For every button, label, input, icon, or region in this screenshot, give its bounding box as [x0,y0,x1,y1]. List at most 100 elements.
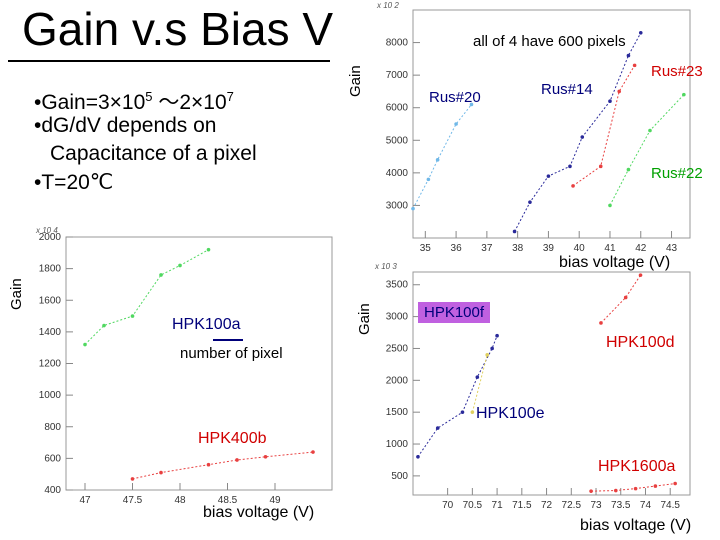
bullet-temperature: •T=20℃ [34,171,114,194]
data-point-hpk100f [470,410,475,414]
bullet-dgdv-prefix: •d [34,114,54,137]
label-rus23: Rus#23 [651,63,703,80]
gain-axis-label-bottom-left: Gain [8,278,25,310]
data-point-rus22 [626,167,631,172]
data-point-rus23 [617,89,622,94]
x-tick-label: 36 [451,243,463,254]
data-point-rus23 [598,164,603,169]
bullet-gain-base: •Gain=3×10 [34,91,146,114]
axis-multiplier: x 10 3 [374,262,397,271]
axis-multiplier: x 10 2 [376,1,399,10]
x-tick-label: 73.5 [611,500,631,511]
data-point-hpk1600a [653,484,658,488]
x-tick-label: 39 [543,243,555,254]
data-point-rus20 [454,122,458,126]
data-point-hpk400b [235,458,239,462]
data-point-hpk100e [460,410,465,414]
data-point-hpk100a [178,263,182,268]
x-tick-label: 47 [79,495,91,506]
title-underline [8,60,330,62]
data-point-hpk100a [130,314,135,318]
x-tick-label: 72.5 [562,500,582,511]
y-tick-label: 1500 [386,407,409,418]
label-rus14: Rus#14 [541,81,593,98]
label-rus20: Rus#20 [429,89,481,106]
x-axis-label-bottom-left: bias voltage (V) [203,504,315,521]
bullet-gain-exp1: 5 [145,89,153,104]
data-point-hpk400b [130,477,135,481]
data-point-hpk100a [83,342,87,347]
data-point-hpk100f [485,353,489,357]
bullet-gain-range: •Gain=3×105 ～2×107 [34,86,234,116]
data-point-hpk100e [435,426,440,430]
y-tick-label: 5000 [386,135,409,146]
label-hpk100d: HPK100d [606,334,675,351]
x-tick-label: 48 [174,495,186,506]
y-tick-label: 1600 [39,295,62,306]
bullet-gain-mid: ～2×10 [152,91,227,114]
x-tick-label: 71.5 [512,500,532,511]
bullet-capacitance: Capacitance of a pixel [50,142,257,165]
series-line-hpk100a [84,249,209,345]
y-tick-label: 600 [44,453,61,464]
label-number-of-pixel: number of pixel [180,345,283,362]
x-axis-label-bottom-right: bias voltage (V) [580,517,692,534]
plot-frame [65,236,333,491]
y-tick-label: 1200 [39,359,62,370]
data-point-hpk1600a [633,486,638,491]
y-tick-label: 2500 [386,343,409,354]
x-tick-label: 38 [512,243,524,254]
x-tick-label: 43 [666,243,678,254]
data-point-hpk100e [416,454,420,459]
x-tick-label: 72 [541,500,553,511]
legend-line-sample [213,339,243,341]
data-point-rus14 [626,53,631,58]
x-tick-label: 74.5 [660,500,680,511]
bullet-dgdv-tail: G/dV depends on [53,114,217,137]
y-tick-label: 3000 [386,312,409,323]
chart-gain-vs-bias-hpk-d-e-f: 500 1000 1500 2000 2500 3000 3500 70 70.5 71 71.5 7… [374,262,691,511]
data-point-hpk100e [475,375,480,379]
plot-frame [412,9,691,239]
data-point-hpk100d [623,295,628,300]
data-point-rus23 [632,63,637,68]
data-point-hpk400b [206,462,211,467]
data-point-hpk1600a [614,488,618,493]
data-point-rus14 [608,99,612,103]
chart-gain-vs-bias-rus: 3000 4000 5000 6000 7000 8000 35 36 37 38 39 40 41 42… [376,1,691,254]
axis-multiplier: x 10 4 [35,226,58,235]
series-line-rus14 [514,32,642,232]
y-tick-label: 3000 [386,200,409,211]
x-tick-label: 70 [442,500,454,511]
data-point-hpk1600a [589,489,593,493]
series-line-hpk400b [132,451,314,480]
data-point-hpk100a [102,323,106,328]
slide-title: Gain v.s Bias V [22,3,334,55]
gain-axis-label-bottom-right: Gain [356,303,373,335]
y-tick-label: 1800 [39,264,62,275]
x-tick-label: 42 [635,243,647,254]
data-point-hpk400b [311,450,315,454]
data-point-rus20 [469,102,474,107]
series-line-rus23 [572,65,636,187]
x-tick-label: 74 [640,500,652,511]
y-tick-label: 400 [44,485,61,496]
y-tick-label: 1000 [39,390,62,401]
data-point-rus14 [638,31,643,35]
gain-axis-label-top-right: Gain [347,65,364,97]
x-axis-label-top-right: bias voltage (V) [559,254,671,271]
label-hpk100a: HPK100a [172,316,241,333]
data-point-rus14 [568,164,572,169]
data-point-hpk100a [159,273,163,277]
label-hpk100f: HPK100f [418,302,491,323]
label-rus22: Rus#22 [651,165,703,182]
y-tick-label: 800 [44,422,61,433]
data-point-rus14 [528,200,532,204]
data-point-rus20 [426,177,431,182]
data-point-hpk100d [599,321,603,325]
y-tick-label: 1000 [386,439,409,450]
series-line-hpk100f [471,354,488,413]
x-tick-label: 47.5 [123,495,143,506]
series-line-hpk100e [417,335,498,458]
x-tick-label: 71 [492,500,504,511]
